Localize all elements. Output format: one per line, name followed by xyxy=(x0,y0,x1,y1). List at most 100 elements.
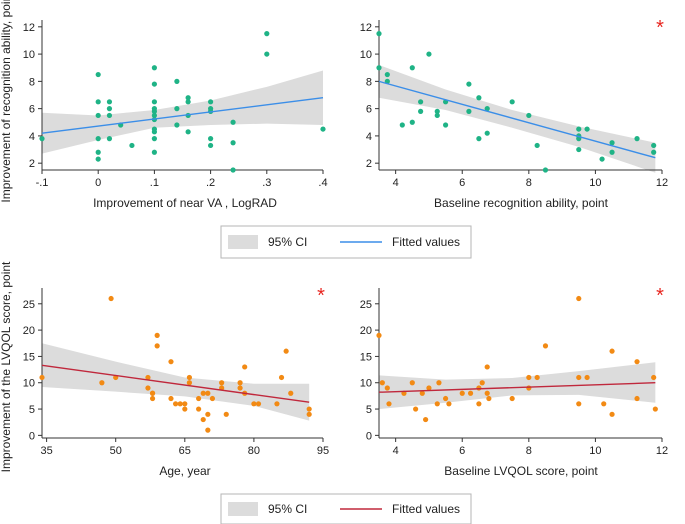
x-tick-label: .2 xyxy=(206,177,215,189)
data-point xyxy=(467,390,474,396)
data-point xyxy=(509,99,515,105)
data-point xyxy=(151,108,157,114)
data-point xyxy=(459,390,465,396)
data-point xyxy=(182,406,188,412)
data-point xyxy=(205,390,211,396)
data-point xyxy=(419,390,425,396)
data-point xyxy=(174,78,180,84)
data-point xyxy=(576,146,582,153)
data-point xyxy=(205,427,211,433)
data-point xyxy=(168,359,174,365)
data-point xyxy=(484,106,490,112)
data-point xyxy=(409,65,415,71)
data-point xyxy=(466,81,472,87)
y-tick-label: 8 xyxy=(366,76,372,88)
data-point xyxy=(434,112,440,119)
data-point xyxy=(264,51,270,57)
x-axis-title: Age, year xyxy=(159,464,210,478)
x-tick-label: 4 xyxy=(393,177,399,189)
y-tick-label: 0 xyxy=(366,430,372,442)
data-point xyxy=(209,395,216,402)
legend-ci-swatch xyxy=(228,502,258,516)
data-point xyxy=(95,99,101,105)
data-point xyxy=(151,81,157,87)
data-point xyxy=(476,385,482,391)
y-tick-label: 10 xyxy=(360,378,372,390)
x-tick-label: 8 xyxy=(526,177,532,189)
fitted-line xyxy=(378,80,656,159)
data-point xyxy=(95,136,101,142)
data-point xyxy=(652,406,658,412)
y-axis-title-bottom: Improvement of the LVQOL score, point xyxy=(0,261,13,472)
data-point xyxy=(542,343,549,349)
data-point xyxy=(174,106,180,112)
y-tick-label: 25 xyxy=(360,299,372,311)
y-tick-label: 10 xyxy=(23,378,35,390)
data-point xyxy=(584,374,590,381)
x-tick-label: 6 xyxy=(459,177,465,189)
legend-bottom: 95% CI Fitted values xyxy=(220,493,472,524)
data-point xyxy=(442,395,449,402)
data-point xyxy=(151,129,157,135)
data-point xyxy=(219,380,225,386)
data-point xyxy=(542,167,549,173)
data-point xyxy=(306,406,312,412)
data-point xyxy=(208,142,214,149)
data-point xyxy=(526,374,532,381)
data-point xyxy=(230,140,236,146)
y-tick-label: 2 xyxy=(366,158,372,170)
data-point xyxy=(399,122,405,128)
y-tick-label: 6 xyxy=(29,104,35,116)
data-point xyxy=(283,348,289,354)
data-point xyxy=(230,167,236,173)
data-point xyxy=(476,401,482,407)
data-point xyxy=(237,385,243,391)
data-point xyxy=(576,401,582,407)
x-axis-title: Baseline LVQOL score, point xyxy=(444,464,598,478)
data-point xyxy=(39,136,45,142)
y-tick-label: 20 xyxy=(23,325,35,337)
data-point xyxy=(95,112,101,119)
data-point xyxy=(534,142,540,149)
fitted-line xyxy=(41,97,324,134)
x-tick-label: 12 xyxy=(656,445,668,457)
data-point xyxy=(129,142,135,149)
x-tick-label: 80 xyxy=(248,445,260,457)
data-point xyxy=(151,65,157,71)
data-point xyxy=(208,99,214,105)
data-point xyxy=(172,401,179,407)
x-axis-title: Baseline recognition ability, point xyxy=(434,196,609,210)
data-point xyxy=(185,129,191,135)
data-point xyxy=(409,119,415,125)
data-point xyxy=(384,385,390,391)
data-point xyxy=(651,149,657,155)
data-point xyxy=(413,406,419,412)
data-point xyxy=(264,31,270,37)
x-axis-title: Improvement of near VA , LogRAD xyxy=(93,196,277,210)
data-point xyxy=(426,51,432,57)
data-point xyxy=(106,106,113,112)
data-point xyxy=(409,380,415,386)
data-point xyxy=(418,108,424,114)
data-point xyxy=(95,156,101,162)
data-point xyxy=(186,380,193,386)
data-point xyxy=(145,374,151,381)
x-tick-label: 0 xyxy=(95,177,101,189)
data-point xyxy=(39,374,45,381)
x-tick-label: 35 xyxy=(40,445,52,457)
confidence-band xyxy=(42,343,310,421)
y-tick-label: 4 xyxy=(29,131,35,143)
data-point xyxy=(320,126,326,132)
data-point xyxy=(486,395,492,402)
confidence-band xyxy=(379,362,656,410)
data-point xyxy=(376,65,382,71)
data-point xyxy=(484,364,490,370)
data-point xyxy=(446,401,452,407)
y-tick-label: 2 xyxy=(29,158,35,170)
data-point xyxy=(182,401,188,407)
significance-star: * xyxy=(317,285,325,307)
data-point xyxy=(208,136,214,142)
data-point xyxy=(274,401,280,407)
legend-fit-label: Fitted values xyxy=(392,502,460,516)
